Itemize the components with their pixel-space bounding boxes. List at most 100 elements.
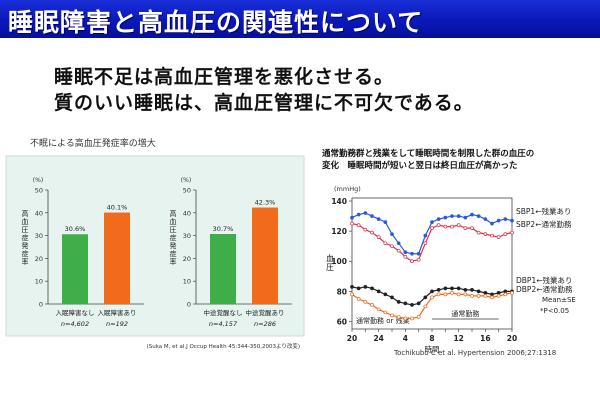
bar-category-label: 中途覚醒なし bbox=[204, 308, 243, 317]
y-tick-label: 10 bbox=[35, 278, 43, 286]
series-point bbox=[443, 286, 448, 291]
bar-n-label: n=4,157 bbox=[209, 320, 238, 328]
series-point bbox=[450, 224, 454, 229]
line-figure-title: 通常勤務群と残業をして睡眠時間を制限した群の血圧の bbox=[322, 148, 534, 159]
series-point bbox=[390, 295, 394, 300]
y-unit-label: (%) bbox=[33, 177, 43, 184]
series-point bbox=[463, 215, 468, 220]
series-point bbox=[463, 292, 468, 297]
series-point bbox=[350, 221, 354, 226]
bar-figure-citation: (Suka M, et al.J Occup Health 45:344-350… bbox=[147, 342, 300, 350]
y-tick-label: 20 bbox=[183, 255, 191, 263]
series-point bbox=[350, 284, 354, 289]
series-point bbox=[490, 295, 494, 300]
series-point bbox=[376, 289, 381, 294]
series-point bbox=[403, 254, 408, 259]
series-point bbox=[396, 300, 401, 304]
series-point bbox=[456, 214, 461, 218]
series-point bbox=[363, 211, 368, 215]
series-point bbox=[456, 223, 461, 227]
series-point bbox=[503, 217, 508, 221]
bar-value-label: 42.3% bbox=[255, 199, 276, 207]
line-figure-title: 変化 睡眠時間が短いと翌日は終日血圧が高かった bbox=[322, 160, 518, 171]
series-point bbox=[376, 307, 381, 312]
series-line bbox=[351, 212, 513, 255]
series-point bbox=[496, 218, 501, 223]
series-point bbox=[403, 250, 408, 255]
y-tick-label: 50 bbox=[183, 187, 191, 195]
series-point bbox=[430, 220, 434, 224]
series-1 bbox=[350, 211, 514, 256]
bar-value-label: 40.1% bbox=[107, 204, 128, 212]
series-point bbox=[476, 289, 481, 294]
headline-1: 睡眠不足は高血圧管理を悪化させる。 bbox=[54, 66, 395, 88]
bar-value-label: 30.7% bbox=[213, 225, 234, 233]
series-point bbox=[443, 292, 448, 297]
series-point bbox=[396, 241, 401, 246]
series-point bbox=[463, 226, 468, 230]
series-point bbox=[463, 288, 468, 292]
series-point bbox=[483, 217, 488, 221]
series-point bbox=[370, 214, 374, 218]
series-point bbox=[403, 301, 408, 306]
y-tick-label: 20 bbox=[35, 255, 43, 263]
y-axis-title-char: 圧 bbox=[22, 226, 29, 234]
series-point bbox=[496, 291, 501, 295]
series-legend-label: DBP2←通常勤務 bbox=[516, 284, 573, 294]
bar-n-label: n=4,602 bbox=[61, 320, 89, 328]
y-axis-title-char: 症 bbox=[170, 249, 177, 258]
series-point bbox=[476, 230, 481, 235]
y-tick-label: 100 bbox=[331, 257, 347, 266]
bar-figure-title: 不眠による高血圧発症率の増大 bbox=[30, 137, 156, 149]
y-axis-title-char: 発 bbox=[22, 241, 29, 250]
y-axis-title-char: 圧 bbox=[326, 263, 334, 272]
y-axis-title-char: 血 bbox=[22, 217, 29, 226]
series-point bbox=[416, 301, 421, 306]
series-point bbox=[470, 212, 474, 217]
series-point bbox=[410, 316, 414, 321]
y-tick-label: 80 bbox=[337, 287, 347, 296]
series-point bbox=[430, 289, 434, 294]
series-point bbox=[470, 226, 474, 230]
period-label: 通常勤務 or 残業 bbox=[356, 316, 410, 325]
series-point bbox=[416, 251, 421, 256]
y-tick-label: 30 bbox=[35, 232, 43, 240]
bar bbox=[62, 234, 88, 304]
series-4 bbox=[350, 291, 514, 321]
y-tick-label: 50 bbox=[35, 187, 43, 195]
series-point bbox=[430, 295, 434, 300]
series-point bbox=[436, 288, 441, 292]
y-unit-label: (mmHg) bbox=[334, 185, 361, 193]
series-point bbox=[483, 291, 488, 295]
series-point bbox=[376, 217, 381, 221]
x-axis-title: 時間 bbox=[425, 345, 440, 354]
series-point bbox=[436, 292, 441, 297]
y-tick-label: 40 bbox=[35, 209, 43, 217]
series-point bbox=[470, 294, 474, 298]
bar-category-label: 入眠障害なし bbox=[56, 308, 95, 317]
series-point bbox=[390, 244, 394, 249]
series-point bbox=[430, 226, 434, 230]
x-tick-label: 16 bbox=[480, 334, 490, 343]
series-point bbox=[510, 291, 514, 295]
y-axis-title-char: 血 bbox=[326, 253, 334, 263]
y-axis-title-char: 症 bbox=[22, 249, 29, 258]
y-tick-label: 10 bbox=[183, 278, 191, 286]
line-figure-citation: Tochikubo C et al. Hypertension 2006;27:… bbox=[393, 349, 556, 357]
x-tick-label: 20 bbox=[347, 334, 357, 343]
series-point bbox=[383, 310, 388, 315]
series-point bbox=[483, 232, 488, 236]
bar-category-label: 入眠障害あり bbox=[98, 308, 137, 317]
series-point bbox=[356, 286, 361, 291]
series-3 bbox=[350, 284, 514, 307]
series-point bbox=[496, 235, 501, 239]
headline-2: 質のいい睡眠は、高血圧管理に不可欠である。 bbox=[54, 92, 474, 114]
series-point bbox=[383, 241, 388, 246]
series-point bbox=[503, 289, 508, 294]
title-banner: 睡眠障害と高血圧の関連性について bbox=[0, 0, 600, 38]
bar bbox=[252, 207, 278, 304]
series-legend-label: SBP2←通常勤務 bbox=[516, 219, 572, 229]
y-axis-title: 血圧 bbox=[326, 253, 334, 272]
